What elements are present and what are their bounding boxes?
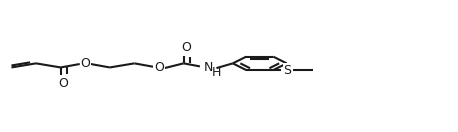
Text: S: S bbox=[284, 64, 291, 77]
Text: O: O bbox=[80, 57, 90, 70]
Text: N: N bbox=[203, 61, 213, 74]
Text: O: O bbox=[59, 77, 68, 90]
Text: O: O bbox=[154, 61, 164, 74]
Text: H: H bbox=[212, 66, 221, 79]
Text: O: O bbox=[181, 41, 191, 54]
